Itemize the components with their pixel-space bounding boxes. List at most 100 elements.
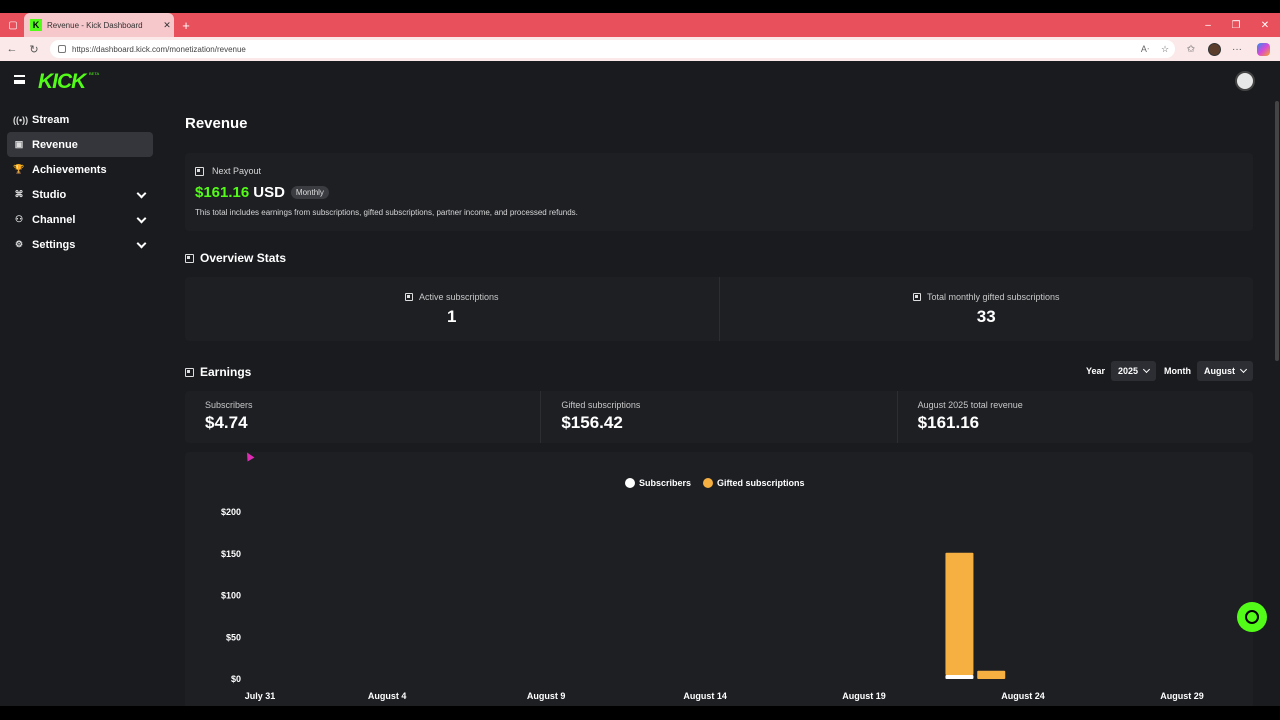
sidebar-item-channel[interactable]: ⚇ Channel bbox=[7, 207, 153, 232]
sidebar-item-stream[interactable]: ((•)) Stream bbox=[7, 107, 153, 132]
beta-tag: BETA bbox=[89, 71, 100, 76]
earnings-card-total: August 2025 total revenue $161.16 bbox=[896, 391, 1253, 443]
earnings-card-label: Subscribers bbox=[205, 400, 253, 410]
sidebar-item-settings[interactable]: ⚙ Settings bbox=[7, 232, 153, 257]
site-info-icon[interactable] bbox=[58, 45, 66, 53]
earnings-card-value: $156.42 bbox=[561, 413, 623, 432]
stat-label-text: Active subscriptions bbox=[418, 291, 499, 302]
copilot-icon bbox=[1256, 42, 1270, 56]
month-label: Month bbox=[1164, 366, 1191, 376]
new-tab-button[interactable]: + bbox=[182, 17, 190, 33]
sidebar-item-label: Channel bbox=[32, 213, 76, 226]
address-bar-row: ← ↻ https://dashboard.kick.com/monetizat… bbox=[0, 37, 1280, 61]
earnings-card-value: $4.74 bbox=[205, 413, 248, 432]
refresh-icon[interactable]: ↻ bbox=[29, 43, 39, 56]
earnings-title: Earnings bbox=[200, 365, 252, 379]
x-tick-label: August 14 bbox=[683, 691, 727, 701]
payout-icon bbox=[195, 166, 204, 176]
close-tab-icon[interactable]: ✕ bbox=[163, 19, 171, 30]
bar-gifted-subscriptions bbox=[945, 552, 974, 676]
month-select[interactable]: August bbox=[1197, 361, 1253, 381]
year-label: Year bbox=[1085, 366, 1105, 376]
bar-gifted-subscriptions bbox=[977, 670, 1006, 679]
legend-swatch bbox=[625, 478, 635, 488]
payout-note: This total includes earnings from subscr… bbox=[195, 208, 578, 217]
sidebar-item-revenue[interactable]: ▣ Revenue bbox=[7, 132, 153, 157]
chevron-down-icon bbox=[1142, 365, 1151, 374]
stat-gifted-subscriptions: Total monthly gifted subscriptions 33 bbox=[718, 277, 1254, 341]
bar-subscribers bbox=[945, 675, 974, 679]
sidebar-item-studio[interactable]: ⌘ Studio bbox=[7, 182, 153, 207]
support-chat-button[interactable] bbox=[1237, 602, 1267, 632]
revenue-icon: ▣ bbox=[14, 139, 24, 149]
stat-value: 1 bbox=[447, 306, 457, 326]
y-tick-label: $150 bbox=[221, 549, 241, 559]
kick-logo[interactable]: KICK bbox=[38, 70, 86, 93]
browser-tab-bar: ▢ K Revenue - Kick Dashboard ✕ + – ❐ ✕ bbox=[0, 13, 1280, 37]
payout-frequency-badge: Monthly bbox=[290, 186, 329, 199]
x-tick-label: August 19 bbox=[842, 691, 886, 701]
url-field[interactable]: https://dashboard.kick.com/monetization/… bbox=[50, 40, 1175, 58]
read-aloud-icon[interactable]: Aᐧ bbox=[1140, 43, 1150, 54]
minimize-icon[interactable]: – bbox=[1205, 19, 1211, 31]
y-tick-label: $0 bbox=[231, 674, 241, 684]
headset-icon bbox=[1245, 610, 1259, 624]
legend-label: Gifted subscriptions bbox=[717, 478, 805, 488]
channel-icon: ⚇ bbox=[14, 214, 24, 224]
more-menu-icon[interactable]: ··· bbox=[1232, 43, 1242, 55]
stat-label: Total monthly gifted subscriptions bbox=[912, 292, 1060, 302]
next-payout-card: Next Payout $161.16 USD Monthly This tot… bbox=[185, 153, 1253, 231]
maximize-icon[interactable]: ❐ bbox=[1231, 19, 1241, 31]
copilot-button[interactable] bbox=[1254, 37, 1272, 61]
legend-item-subscribers[interactable]: Subscribers bbox=[625, 478, 691, 488]
workspaces-icon[interactable]: ▢ bbox=[8, 19, 18, 31]
y-tick-label: $50 bbox=[226, 632, 241, 642]
sidebar-item-achievements[interactable]: 🏆 Achievements bbox=[7, 157, 153, 182]
x-tick-label: August 9 bbox=[527, 691, 566, 701]
studio-icon: ⌘ bbox=[14, 189, 24, 199]
overview-stats-icon bbox=[185, 253, 194, 263]
tab-title: Revenue - Kick Dashboard bbox=[47, 20, 143, 30]
favorite-star-icon[interactable]: ☆ bbox=[1160, 43, 1170, 54]
trophy-icon: 🏆 bbox=[13, 164, 25, 174]
legend-label: Subscribers bbox=[639, 478, 692, 488]
app-header: KICK BETA bbox=[0, 61, 1280, 101]
chevron-down-icon bbox=[1239, 365, 1248, 374]
year-select[interactable]: 2025 bbox=[1110, 361, 1156, 381]
stat-value: 33 bbox=[976, 306, 996, 326]
stat-icon bbox=[404, 292, 413, 301]
browser-tab[interactable]: K Revenue - Kick Dashboard ✕ bbox=[24, 13, 174, 37]
payout-currency: USD bbox=[253, 184, 285, 201]
x-tick-label: July 31 bbox=[245, 691, 276, 701]
year-select-value: 2025 bbox=[1117, 366, 1138, 376]
earnings-icon bbox=[185, 367, 194, 377]
close-window-icon[interactable]: ✕ bbox=[1260, 19, 1270, 31]
earnings-card-label: Gifted subscriptions bbox=[561, 400, 641, 410]
stream-icon: ((•)) bbox=[13, 114, 29, 125]
sidebar-item-label: Stream bbox=[32, 113, 70, 126]
overview-stats-heading: Overview Stats bbox=[185, 251, 286, 265]
stat-active-subscriptions: Active subscriptions 1 bbox=[185, 277, 719, 341]
legend-item-gifted[interactable]: Gifted subscriptions bbox=[703, 478, 805, 488]
earnings-chart: $200 $150 $100 $50 $0 July 31 August 4 August 9… bbox=[221, 507, 1204, 701]
gear-icon: ⚙ bbox=[14, 239, 24, 249]
back-icon[interactable]: ← bbox=[6, 43, 18, 55]
payout-amount-row: $161.16 USD Monthly bbox=[195, 184, 329, 201]
kick-favicon-icon: K bbox=[30, 19, 42, 31]
sidebar-item-label: Revenue bbox=[32, 138, 78, 151]
month-select-value: August bbox=[1204, 366, 1235, 376]
page-scrollbar[interactable] bbox=[1275, 101, 1279, 361]
earnings-summary: Subscribers $4.74 Gifted subscriptions $… bbox=[185, 391, 1253, 443]
earnings-card-subscribers: Subscribers $4.74 bbox=[185, 391, 540, 443]
chart-legend: Subscribers Gifted subscriptions bbox=[625, 478, 817, 488]
browser-profile[interactable] bbox=[1205, 37, 1223, 61]
user-avatar[interactable] bbox=[1235, 71, 1255, 91]
payout-heading-label: Next Payout bbox=[212, 166, 262, 176]
page-title: Revenue bbox=[185, 115, 248, 132]
hamburger-menu-icon[interactable] bbox=[14, 75, 25, 84]
url-text: https://dashboard.kick.com/monetization/… bbox=[72, 44, 246, 54]
favorites-icon[interactable]: ✩ bbox=[1186, 43, 1196, 55]
x-tick-label: August 29 bbox=[1160, 691, 1204, 701]
earnings-card-gifted: Gifted subscriptions $156.42 bbox=[540, 391, 896, 443]
